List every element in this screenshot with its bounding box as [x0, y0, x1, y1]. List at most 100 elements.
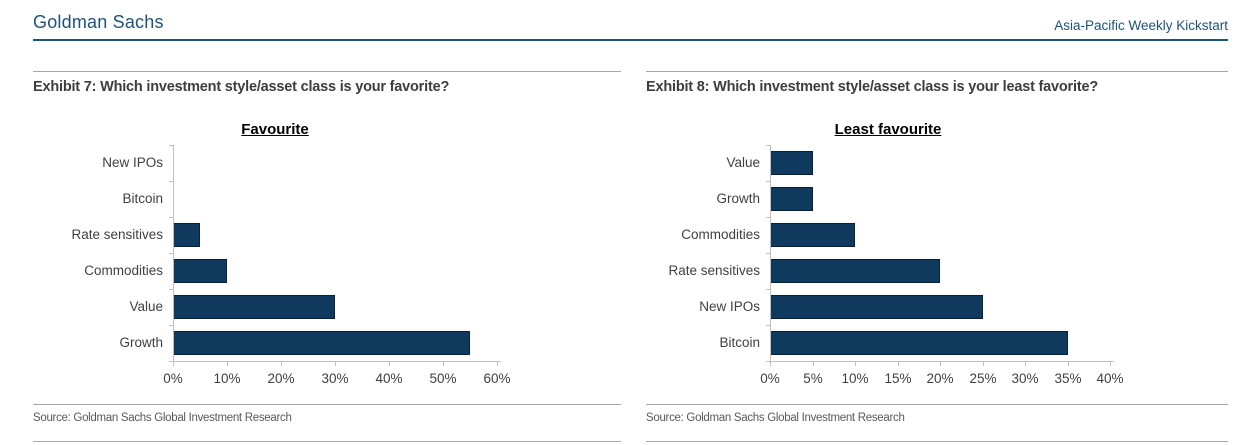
x-axis-tick — [813, 362, 814, 366]
category-label: Bitcoin — [122, 191, 163, 206]
divider — [33, 441, 621, 442]
category-label: Commodities — [84, 263, 163, 278]
x-axis-tick-label: 40% — [375, 371, 403, 386]
bar — [770, 187, 813, 211]
x-axis-tick-label: 35% — [1054, 371, 1082, 386]
bar — [173, 331, 470, 355]
y-axis-tick — [766, 325, 771, 326]
bar — [770, 259, 940, 283]
chart-row: Bitcoin — [33, 181, 621, 217]
y-axis-tick — [766, 361, 771, 362]
y-axis-tick — [169, 181, 174, 182]
chart-row: New IPOs — [33, 145, 621, 181]
x-axis-tick — [855, 362, 856, 366]
category-label: Rate sensitives — [71, 227, 163, 242]
bar — [173, 259, 227, 283]
x-axis-tick-label: 0% — [163, 371, 183, 386]
chart-row: Commodities — [33, 253, 621, 289]
bar — [770, 223, 855, 247]
category-label: Growth — [119, 335, 163, 350]
x-axis-tick — [1068, 362, 1069, 366]
y-axis-tick — [169, 253, 174, 254]
divider — [33, 404, 621, 405]
y-axis-tick — [766, 217, 771, 218]
x-axis-tick-label: 20% — [267, 371, 295, 386]
chart-row: Growth — [646, 181, 1228, 217]
x-axis-tick — [335, 362, 336, 366]
chart-row: Value — [33, 289, 621, 325]
divider — [33, 71, 621, 72]
x-axis-tick — [227, 362, 228, 366]
x-axis-tick-label: 30% — [1011, 371, 1039, 386]
x-axis-tick — [497, 362, 498, 366]
divider — [646, 404, 1228, 405]
exhibit-8-panel: Exhibit 8: Which investment style/asset … — [646, 71, 1228, 443]
x-axis-tick — [940, 362, 941, 366]
x-axis-tick — [443, 362, 444, 366]
exhibit-8-heading: Exhibit 8: Which investment style/asset … — [646, 79, 1098, 95]
x-axis-line — [173, 361, 501, 362]
x-axis-tick — [1110, 362, 1111, 366]
report-title: Asia-Pacific Weekly Kickstart — [1054, 18, 1228, 33]
x-axis-tick-label: 25% — [969, 371, 997, 386]
chart-row: Value — [646, 145, 1228, 181]
y-axis-tick — [169, 361, 174, 362]
category-label: Bitcoin — [719, 335, 760, 350]
category-label: New IPOs — [699, 299, 760, 314]
bar — [770, 295, 983, 319]
report-header: Goldman Sachs Asia-Pacific Weekly Kickst… — [33, 12, 1228, 41]
chart-title: Least favourite — [646, 121, 1130, 138]
y-axis-tick — [766, 289, 771, 290]
bar — [770, 151, 813, 175]
brand-logo: Goldman Sachs — [33, 12, 164, 32]
x-axis-tick-label: 40% — [1096, 371, 1124, 386]
chart-row: Rate sensitives — [646, 253, 1228, 289]
x-axis-tick-label: 30% — [321, 371, 349, 386]
category-label: Commodities — [681, 227, 760, 242]
source-note: Source: Goldman Sachs Global Investment … — [33, 412, 292, 424]
y-axis-tick — [766, 253, 771, 254]
x-axis-tick — [389, 362, 390, 366]
category-label: Rate sensitives — [668, 263, 760, 278]
chart-row: Commodities — [646, 217, 1228, 253]
chart-row: New IPOs — [646, 289, 1228, 325]
source-note: Source: Goldman Sachs Global Investment … — [646, 412, 905, 424]
exhibit-7-heading: Exhibit 7: Which investment style/asset … — [33, 79, 450, 95]
x-axis-tick — [898, 362, 899, 366]
x-axis-tick — [770, 362, 771, 366]
y-axis-tick — [169, 325, 174, 326]
chart-row: Growth — [33, 325, 621, 361]
bar — [173, 223, 200, 247]
exhibit-7-panel: Exhibit 7: Which investment style/asset … — [33, 71, 621, 443]
x-axis-tick-label: 10% — [213, 371, 241, 386]
divider — [646, 71, 1228, 72]
x-axis-tick — [983, 362, 984, 366]
x-axis-line — [770, 361, 1114, 362]
chart-title-text: Favourite — [241, 121, 309, 138]
y-axis-tick — [766, 145, 771, 146]
x-axis-tick-label: 60% — [483, 371, 511, 386]
least-favourite-chart: Least favourite Value Growth Commodities Rat… — [646, 115, 1228, 401]
bar — [173, 295, 335, 319]
divider — [646, 441, 1228, 442]
category-label: Value — [129, 299, 163, 314]
x-axis-tick-label: 0% — [760, 371, 780, 386]
category-label: Growth — [716, 191, 760, 206]
y-axis-tick — [169, 289, 174, 290]
chart-title: Favourite — [33, 121, 517, 138]
bar — [770, 331, 1068, 355]
category-label: Value — [726, 155, 760, 170]
x-axis-tick-label: 10% — [841, 371, 869, 386]
chart-row: Rate sensitives — [33, 217, 621, 253]
x-axis-tick — [1025, 362, 1026, 366]
favourite-chart: Favourite New IPOs Bitcoin Rate sensitives C… — [33, 115, 621, 401]
x-axis-tick-label: 20% — [926, 371, 954, 386]
chart-title-text: Least favourite — [834, 121, 942, 138]
y-axis-tick — [169, 217, 174, 218]
x-axis-tick-label: 15% — [884, 371, 912, 386]
chart-row: Bitcoin — [646, 325, 1228, 361]
x-axis-tick — [173, 362, 174, 366]
x-axis-tick — [281, 362, 282, 366]
y-axis-tick — [169, 145, 174, 146]
category-label: New IPOs — [102, 155, 163, 170]
